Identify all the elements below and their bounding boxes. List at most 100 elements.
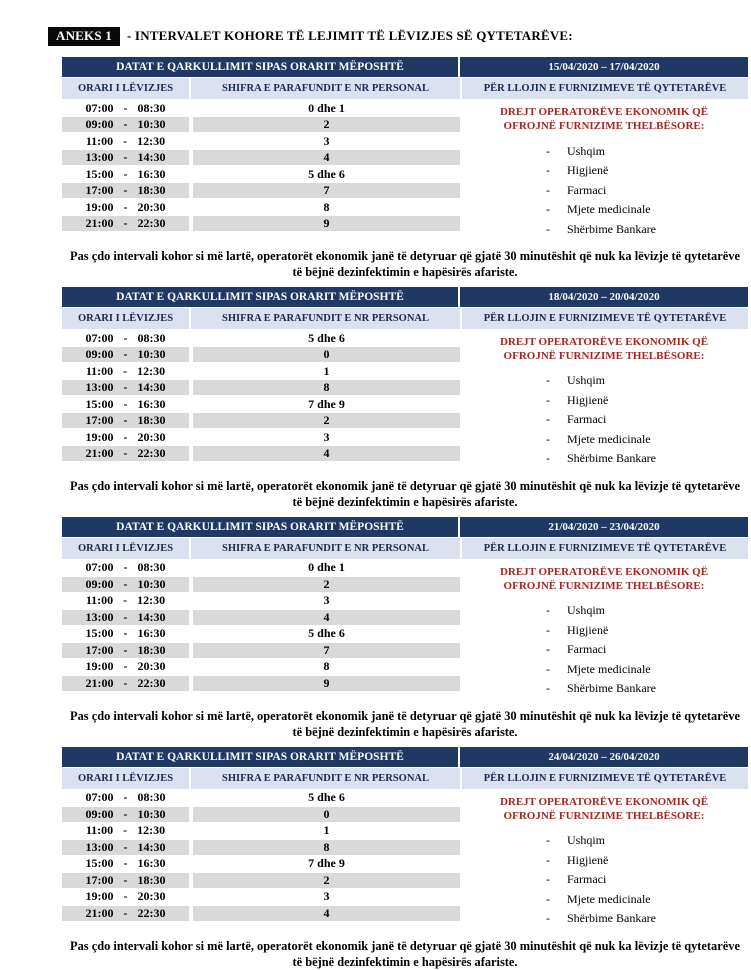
supply-item: - Ushqim xyxy=(546,833,748,848)
dash-marker: - xyxy=(546,451,550,466)
date-range: 18/04/2020 – 20/04/2020 xyxy=(548,290,660,303)
dash-marker: - xyxy=(546,221,550,236)
time-interval: 21:00 - 22:30 xyxy=(62,675,189,691)
schedule-row: 15:00 - 16:30 5 dhe 6 xyxy=(62,166,460,183)
table-header-label: DATAT E QARKULLIMIT SIPAS ORARIT MËPOSHT… xyxy=(62,286,460,307)
schedule-section: DATAT E QARKULLIMIT SIPAS ORARIT MËPOSHT… xyxy=(62,57,748,281)
schedule-row: 07:00 - 08:30 0 dhe 1 xyxy=(62,560,460,577)
digit-value: 0 xyxy=(193,806,460,822)
time-interval: 07:00 - 08:30 xyxy=(85,790,166,805)
schedule-row: 17:00 - 18:30 2 xyxy=(62,412,460,429)
supply-item: - Farmaci xyxy=(546,872,748,887)
supply-heading: DREJT OPERATORËVE EKONOMIK QË OFROJNË FU… xyxy=(460,565,748,594)
supply-item-label: Farmaci xyxy=(567,412,607,427)
supply-list: - Ushqim - Higjienë - Farmaci - Mjete medicinal… xyxy=(460,144,748,237)
schedule-row: 13:00 - 14:30 4 xyxy=(62,609,460,626)
time-interval: 13:00 - 14:30 xyxy=(62,150,189,166)
schedule-row: 11:00 - 12:30 1 xyxy=(62,823,460,840)
dash-marker: - xyxy=(546,852,550,867)
schedule-row: 07:00 - 08:30 5 dhe 6 xyxy=(62,790,460,807)
supply-heading: DREJT OPERATORËVE EKONOMIK QË OFROJNË FU… xyxy=(460,335,748,364)
supply-column: DREJT OPERATORËVE EKONOMIK QË OFROJNË FU… xyxy=(460,560,748,701)
column-header-supply: PËR LLOJIN E FURNIZIMEVE TË QYTETARËVE xyxy=(462,78,748,99)
time-interval: 09:00 - 10:30 xyxy=(62,347,189,363)
schedule-row: 15:00 - 16:30 7 dhe 9 xyxy=(62,396,460,413)
supply-item-label: Mjete medicinale xyxy=(567,891,651,906)
table-header-label: DATAT E QARKULLIMIT SIPAS ORARIT MËPOSHT… xyxy=(62,516,460,537)
column-header-digits: SHIFRA E PARAFUNDIT E NR PERSONAL xyxy=(191,537,460,559)
schedule-row: 15:00 - 16:30 7 dhe 9 xyxy=(62,856,460,873)
dash-marker: - xyxy=(546,622,550,637)
dash-marker: - xyxy=(546,681,550,696)
supply-item-label: Farmaci xyxy=(567,872,607,887)
column-header-digits: SHIFRA E PARAFUNDIT E NR PERSONAL xyxy=(191,78,460,99)
supply-item: - Shërbime Bankare xyxy=(546,681,748,696)
schedule-row: 11:00 - 12:30 1 xyxy=(62,363,460,380)
digit-value: 4 xyxy=(193,150,460,166)
digit-value: 3 xyxy=(323,889,330,904)
annex-badge: ANEKS 1 xyxy=(48,27,120,46)
digit-value: 1 xyxy=(323,823,330,838)
supply-item: - Mjete medicinale xyxy=(546,432,748,447)
schedule-row: 21:00 - 22:30 9 xyxy=(62,675,460,692)
time-rows: 07:00 - 08:30 5 dhe 6 09:00 - 10:30 0 11:00 … xyxy=(62,790,460,931)
supply-item: - Higjienë xyxy=(546,163,748,178)
supply-heading-line1: DREJT OPERATORËVE EKONOMIK QË xyxy=(499,335,709,348)
schedule-row: 15:00 - 16:30 5 dhe 6 xyxy=(62,626,460,643)
schedule-row: 21:00 - 22:30 9 xyxy=(62,216,460,233)
column-header-digits: SHIFRA E PARAFUNDIT E NR PERSONAL xyxy=(191,767,460,789)
column-header-supply: PËR LLOJIN E FURNIZIMEVE TË QYTETARËVE xyxy=(462,537,748,559)
schedule-row: 13:00 - 14:30 8 xyxy=(62,379,460,396)
column-header-supply: PËR LLOJIN E FURNIZIMEVE TË QYTETARËVE xyxy=(462,767,748,789)
schedule-row: 07:00 - 08:30 0 dhe 1 xyxy=(62,100,460,117)
table-subheader-row: ORARI I LËVIZJES SHIFRA E PARAFUNDIT E N… xyxy=(62,78,748,99)
dash-marker: - xyxy=(546,182,550,197)
digit-value: 0 xyxy=(193,347,460,363)
time-interval: 15:00 - 16:30 xyxy=(85,396,166,411)
schedule-row: 19:00 - 20:30 3 xyxy=(62,429,460,446)
time-interval: 11:00 - 12:30 xyxy=(85,823,166,838)
schedule-row: 21:00 - 22:30 4 xyxy=(62,445,460,462)
supply-column: DREJT OPERATORËVE EKONOMIK QË OFROJNË FU… xyxy=(460,330,748,471)
supply-item: - Shërbime Bankare xyxy=(546,911,748,926)
dash-marker: - xyxy=(546,891,550,906)
time-interval: 19:00 - 20:30 xyxy=(85,429,166,444)
supply-heading-line2: OFROJNË FURNIZIME THELBËSORE: xyxy=(503,579,705,592)
time-interval: 17:00 - 18:30 xyxy=(62,872,189,888)
schedule-row: 17:00 - 18:30 2 xyxy=(62,872,460,889)
table-header-bar: DATAT E QARKULLIMIT SIPAS ORARIT MËPOSHT… xyxy=(62,57,748,77)
supply-item-label: Shërbime Bankare xyxy=(567,451,656,466)
supply-item-label: Ushqim xyxy=(567,603,606,618)
date-range: 21/04/2020 – 23/04/2020 xyxy=(548,520,660,533)
supply-item: - Shërbime Bankare xyxy=(546,451,748,466)
dash-marker: - xyxy=(546,911,550,926)
time-interval: 15:00 - 16:30 xyxy=(85,166,166,181)
digit-value: 7 xyxy=(193,642,460,658)
digit-value: 8 xyxy=(323,199,330,214)
table-header-label: DATAT E QARKULLIMIT SIPAS ORARIT MËPOSHT… xyxy=(62,746,460,767)
supply-item: - Higjienë xyxy=(546,623,748,638)
schedule-row: 17:00 - 18:30 7 xyxy=(62,642,460,659)
time-interval: 11:00 - 12:30 xyxy=(85,363,166,378)
supply-item-label: Shërbime Bankare xyxy=(567,911,656,926)
supply-heading: DREJT OPERATORËVE EKONOMIK QË OFROJNË FU… xyxy=(460,795,748,824)
digit-value: 0 dhe 1 xyxy=(308,560,345,575)
supply-item-label: Higjienë xyxy=(567,392,609,407)
supply-item: - Ushqim xyxy=(546,144,748,159)
date-range: 15/04/2020 – 17/04/2020 xyxy=(548,61,660,73)
digit-value: 9 xyxy=(193,216,460,232)
dash-marker: - xyxy=(546,392,550,407)
supply-column: DREJT OPERATORËVE EKONOMIK QË OFROJNË FU… xyxy=(460,100,748,241)
schedule-row: 09:00 - 10:30 0 xyxy=(62,346,460,363)
digit-value: 8 xyxy=(193,839,460,855)
time-interval: 07:00 - 08:30 xyxy=(85,330,166,345)
digit-value: 5 dhe 6 xyxy=(308,790,345,805)
schedule-row: 17:00 - 18:30 7 xyxy=(62,183,460,200)
time-interval: 19:00 - 20:30 xyxy=(85,199,166,214)
digit-value: 3 xyxy=(323,593,330,608)
digit-value: 7 dhe 9 xyxy=(308,396,345,411)
table-header-bar: DATAT E QARKULLIMIT SIPAS ORARIT MËPOSHT… xyxy=(62,286,748,307)
table-body: 07:00 - 08:30 0 dhe 1 09:00 - 10:30 2 11:00 … xyxy=(62,560,748,701)
digit-value: 2 xyxy=(193,413,460,429)
